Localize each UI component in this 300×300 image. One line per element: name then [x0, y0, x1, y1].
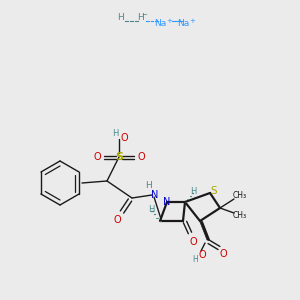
Text: H: H: [112, 128, 118, 137]
Text: O: O: [219, 249, 227, 259]
Text: S: S: [115, 152, 123, 162]
Text: H: H: [145, 181, 152, 190]
Text: H: H: [117, 13, 123, 22]
Text: O: O: [137, 152, 145, 162]
Text: O: O: [113, 215, 121, 225]
Text: H: H: [148, 206, 154, 214]
Text: H: H: [190, 188, 196, 196]
Text: O: O: [189, 237, 197, 247]
Text: Na: Na: [177, 20, 189, 28]
Text: Na: Na: [154, 20, 166, 28]
Text: N: N: [163, 197, 171, 207]
Text: O: O: [93, 152, 101, 162]
Text: O: O: [198, 250, 206, 260]
Text: N: N: [151, 190, 159, 200]
Text: CH₃: CH₃: [233, 212, 247, 220]
Text: O: O: [120, 133, 128, 143]
Text: −: −: [141, 12, 147, 18]
Text: H: H: [136, 13, 143, 22]
Text: CH₃: CH₃: [233, 191, 247, 200]
Text: S: S: [211, 186, 217, 196]
Text: H: H: [192, 254, 198, 263]
Text: +: +: [166, 18, 172, 24]
Text: +: +: [189, 18, 195, 24]
